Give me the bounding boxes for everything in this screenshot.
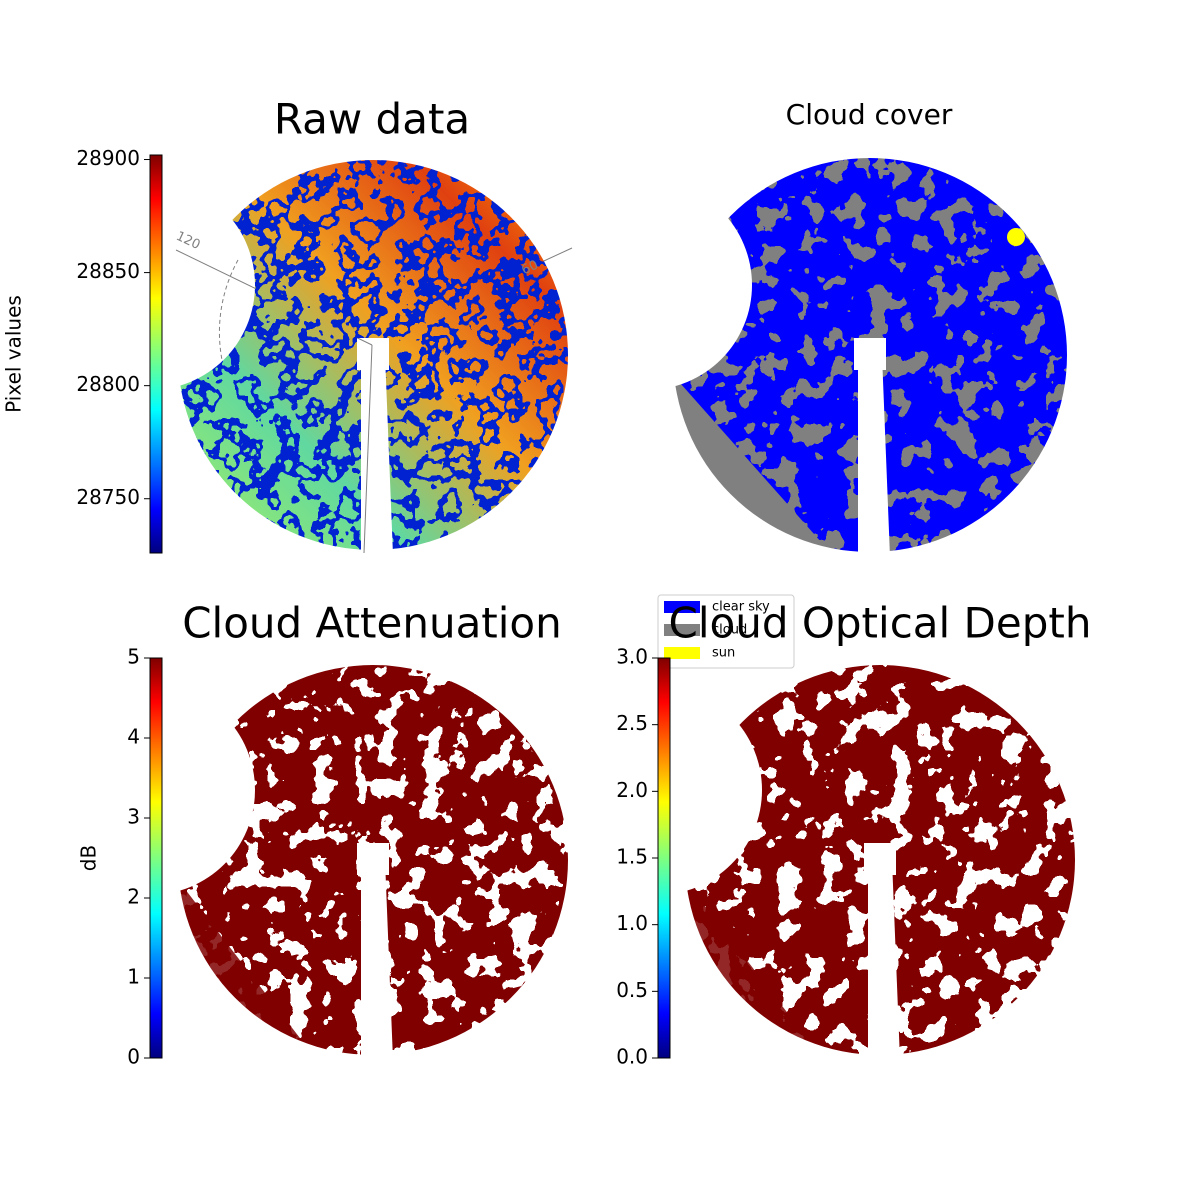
colorbar-tick-label: 28850: [76, 259, 140, 283]
legend-label: cloud: [712, 623, 747, 638]
panel-title: Cloud cover: [786, 98, 953, 131]
polar-label: 60: [519, 258, 540, 279]
legend-swatch: [664, 647, 700, 659]
colorbar-tick-label: 2.0: [616, 778, 648, 802]
colorbar-tick-label: 2: [127, 885, 140, 909]
sky-image: [178, 160, 568, 550]
colorbar-tick-label: 3: [127, 805, 140, 829]
colorbar-tick-label: 28800: [76, 372, 140, 396]
sun-disc: [1007, 228, 1025, 246]
panel-title: Raw data: [274, 95, 470, 144]
colorbar-tick-label: 4: [127, 725, 140, 749]
image-veins: [178, 160, 568, 550]
colorbar-tick-label: 0: [127, 1045, 140, 1069]
panel-title: Cloud Optical Depth: [669, 599, 1092, 648]
colorbar-label: Pixel values: [2, 295, 26, 413]
colorbar: [149, 154, 163, 554]
colorbar-tick-label: 1: [127, 965, 140, 989]
colorbar-tick-label: 28900: [76, 146, 140, 170]
colorbar-tick-label: 3.0: [616, 645, 648, 669]
legend-swatch: [664, 601, 700, 613]
legend-label: clear sky: [712, 600, 770, 615]
colorbar-tick-label: 5: [127, 645, 140, 669]
image-cloud-region: [673, 375, 830, 552]
image-dense-region: [178, 880, 313, 1055]
colorbar-tick-label: 1.5: [616, 845, 648, 869]
sky-image: [178, 665, 568, 1055]
legend: clear sky cloud sun: [657, 594, 795, 669]
sky-image: [685, 665, 1075, 1055]
legend-swatch: [664, 624, 700, 636]
colorbar-tick-label: 2.5: [616, 711, 648, 735]
sky-image: [673, 158, 1067, 552]
legend-label: sun: [712, 646, 735, 661]
image-dense-region: [685, 880, 820, 1055]
colorbar-tick-label: 28750: [76, 485, 140, 509]
colorbar: [657, 657, 671, 1059]
colorbar-tick-label: 0.5: [616, 978, 648, 1002]
colorbar-tick-label: 1.0: [616, 911, 648, 935]
colorbar: [149, 657, 163, 1059]
colorbar-label: dB: [77, 845, 101, 871]
colorbar-tick-label: 0.0: [616, 1045, 648, 1069]
panel-title: Cloud Attenuation: [182, 599, 562, 648]
